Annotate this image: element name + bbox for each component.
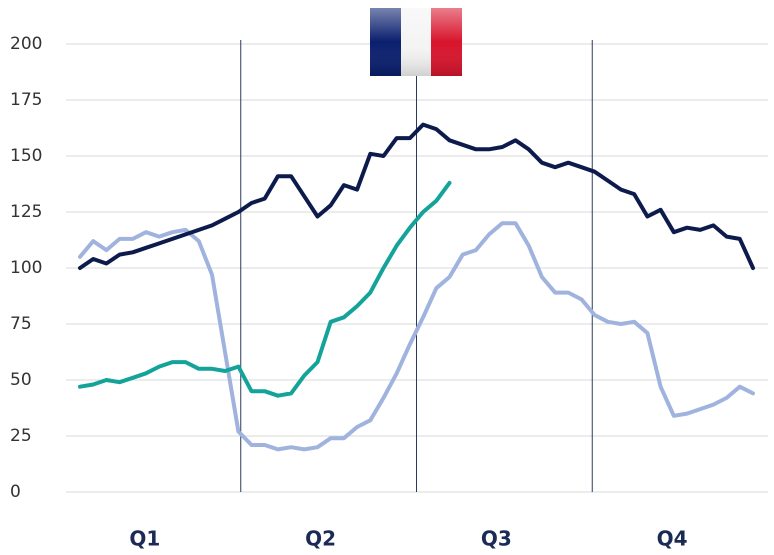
- y-tick-label: 50: [10, 370, 32, 390]
- y-tick-label: 25: [10, 426, 32, 446]
- y-tick-label: 75: [10, 314, 32, 334]
- series-line: [78, 122, 755, 270]
- plot: 0 25 50 75 100 125 150 175 200 Q1 Q2 Q3 Q4: [10, 34, 768, 551]
- y-tick-label: 200: [10, 34, 42, 54]
- y-tick-label: 100: [10, 258, 42, 278]
- y-tick-label: 150: [10, 146, 42, 166]
- x-tick-label: Q1: [129, 527, 160, 551]
- y-tick-label: 0: [10, 482, 21, 502]
- y-tick-label: 125: [10, 202, 42, 222]
- x-tick-label: Q2: [305, 527, 336, 551]
- series-line: [78, 221, 755, 452]
- series-line: [78, 180, 452, 398]
- flag-icon: [370, 8, 462, 76]
- x-tick-label: Q4: [657, 527, 688, 551]
- x-tick-label: Q3: [481, 527, 512, 551]
- y-tick-label: 175: [10, 90, 42, 110]
